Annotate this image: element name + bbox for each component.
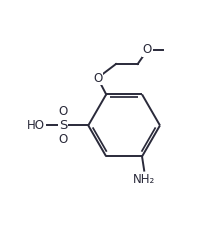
- Text: O: O: [93, 72, 102, 85]
- Text: HO: HO: [27, 119, 45, 132]
- Text: O: O: [59, 133, 68, 146]
- Text: O: O: [59, 105, 68, 118]
- Text: O: O: [143, 43, 152, 56]
- Text: NH₂: NH₂: [133, 173, 155, 186]
- Text: S: S: [59, 119, 68, 132]
